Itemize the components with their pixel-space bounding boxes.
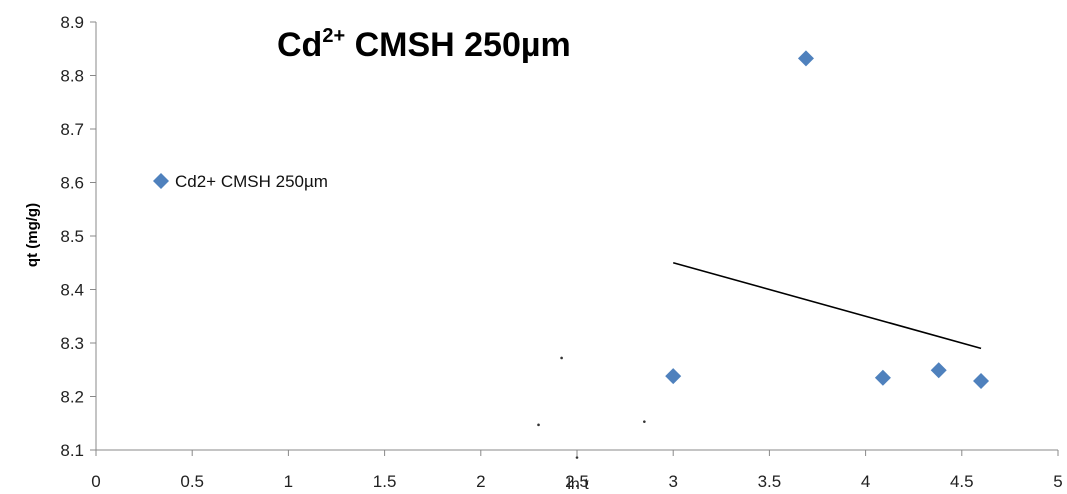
stray-dot xyxy=(537,423,540,427)
x-tick-label: 1.5 xyxy=(373,472,397,491)
data-point xyxy=(797,50,814,67)
title-prefix: Cd xyxy=(277,26,322,64)
data-point xyxy=(930,362,947,379)
stray-dot xyxy=(560,356,563,360)
stray-dot xyxy=(643,420,646,423)
x-tick-labels: 0 0.5 1 1.5 2 2.5 3 3.5 4 4.5 5 xyxy=(91,472,1062,491)
y-tick-label: 8.2 xyxy=(60,388,84,407)
trendline xyxy=(672,261,982,350)
legend: Cd2+ CMSH 250µm xyxy=(153,172,328,191)
x-tick-label: 5 xyxy=(1053,472,1062,491)
x-tick-label: 3.5 xyxy=(758,472,782,491)
x-tick-label: 0 xyxy=(91,472,100,491)
y-tick-label: 8.8 xyxy=(60,67,84,86)
y-tick-label: 8.6 xyxy=(60,174,84,193)
y-tick-label: 8.5 xyxy=(60,227,84,246)
stray-dot xyxy=(575,456,579,459)
title-superscript: 2+ xyxy=(322,25,345,47)
x-tick-label: 0.5 xyxy=(180,472,204,491)
data-point xyxy=(973,372,990,389)
y-tick-label: 8.3 xyxy=(60,334,84,353)
trendline-group xyxy=(672,261,982,350)
chart-title: Cd2+ CMSH 250µm xyxy=(277,25,571,64)
x-tick-label: 4 xyxy=(861,472,870,491)
x-tick-label: 3 xyxy=(668,472,677,491)
data-points xyxy=(665,50,990,389)
x-tick-label: 4.5 xyxy=(950,472,974,491)
data-point xyxy=(665,368,682,385)
y-tick-label: 8.1 xyxy=(60,441,84,460)
x-tick-label: 1 xyxy=(284,472,293,491)
stray-dots xyxy=(537,356,646,459)
y-axis-label: qt (mg/g) xyxy=(24,203,41,267)
y-tick-label: 8.9 xyxy=(60,13,84,32)
y-tick-label: 8.7 xyxy=(60,120,84,139)
legend-marker-diamond-icon xyxy=(153,173,169,189)
y-tick-label: 8.4 xyxy=(60,281,84,300)
x-tick-label: 2 xyxy=(476,472,485,491)
axes xyxy=(90,21,1059,456)
data-point xyxy=(874,369,891,386)
x-axis-label: ln t xyxy=(567,476,589,493)
x-tick-label: 2.5 xyxy=(565,472,589,491)
legend-entry: Cd2+ CMSH 250µm xyxy=(175,172,328,191)
y-tick-labels: 8.1 8.2 8.3 8.4 8.5 8.6 8.7 8.8 8.9 xyxy=(60,13,84,460)
title-suffix: CMSH 250µm xyxy=(345,26,571,64)
